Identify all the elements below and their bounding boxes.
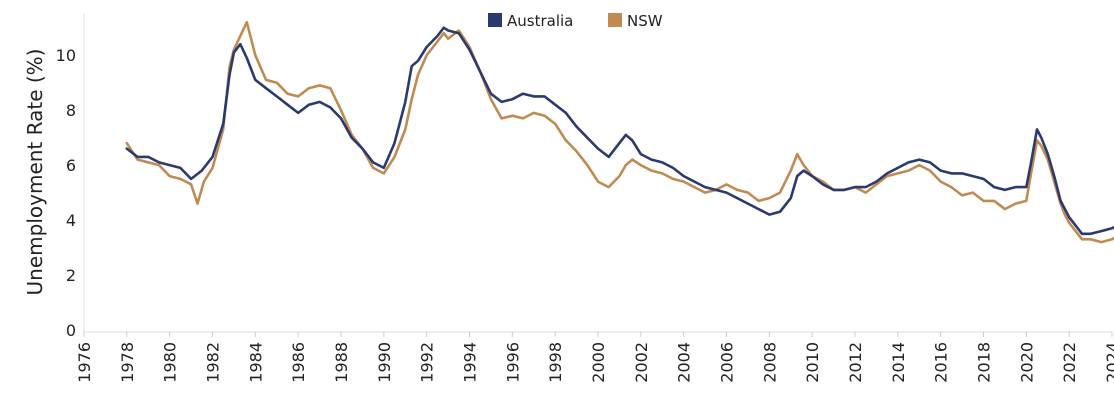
y-tick-label: 6 xyxy=(66,156,76,175)
y-axis: 0 2 4 6 8 10 xyxy=(56,14,85,340)
x-tick-label: 2000 xyxy=(589,342,608,383)
x-tick-label: 2004 xyxy=(675,342,694,383)
x-tick-label: 2014 xyxy=(889,342,908,383)
x-tick-label: 1992 xyxy=(418,342,437,383)
x-tick-label: 1978 xyxy=(118,342,137,383)
legend-swatch-australia xyxy=(488,13,502,27)
x-tick-label: 1986 xyxy=(289,342,308,383)
x-tick-label: 2012 xyxy=(846,342,865,383)
x-tick-label: 1988 xyxy=(332,342,351,383)
x-tick-label: 1994 xyxy=(461,342,480,383)
series-line-australia xyxy=(125,26,1114,236)
x-tick-label: 2006 xyxy=(718,342,737,383)
x-tick-label: 1996 xyxy=(503,342,522,383)
y-tick-label: 4 xyxy=(66,211,76,230)
y-tick-label: 8 xyxy=(66,101,76,120)
series-layer xyxy=(125,20,1114,244)
x-tick-label: 1998 xyxy=(546,342,565,383)
x-tick-label: 1984 xyxy=(246,342,265,383)
x-tick-label: 2010 xyxy=(803,342,822,383)
y-tick-label: 0 xyxy=(66,321,76,340)
y-tick-label: 10 xyxy=(56,46,76,65)
legend-label-australia: Australia xyxy=(507,12,573,30)
x-tick-label: 1990 xyxy=(375,342,394,383)
y-axis-title: Unemployment Rate (%) xyxy=(23,49,47,296)
x-tick-label: 2024 xyxy=(1103,342,1114,383)
x-tick-label: 2018 xyxy=(975,342,994,383)
x-tick-label: 1976 xyxy=(75,342,94,383)
x-tick-label: 2008 xyxy=(760,342,779,383)
legend-label-nsw: NSW xyxy=(627,12,663,30)
x-tick-label: 2016 xyxy=(932,342,951,383)
x-tick-label: 1980 xyxy=(161,342,180,383)
x-tick-label: 2002 xyxy=(632,342,651,383)
x-tick-label: 1982 xyxy=(204,342,223,383)
legend-swatch-nsw xyxy=(608,13,622,27)
y-tick-label: 2 xyxy=(66,266,76,285)
x-axis: 1976 1978 1980 1982 1984 1986 1988 1990 1992 1994… xyxy=(75,331,1114,383)
x-tick-label: 2022 xyxy=(1060,342,1079,383)
series-line-nsw xyxy=(125,20,1114,244)
x-tick-label: 2020 xyxy=(1017,342,1036,383)
chart-legend: Australia NSW xyxy=(488,12,663,30)
